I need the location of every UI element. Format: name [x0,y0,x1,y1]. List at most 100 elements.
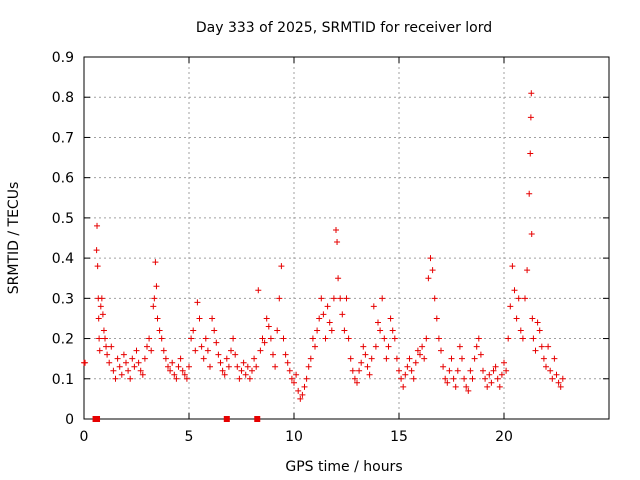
grid-lines [84,57,609,419]
data-point [221,371,228,378]
data-point [146,335,153,342]
data-point [314,327,321,334]
data-point [465,387,472,394]
data-point [217,359,224,366]
data-point [188,335,195,342]
data-point [209,315,216,322]
data-point [303,375,310,382]
data-point [398,375,405,382]
data-point [139,371,146,378]
data-point [488,379,495,386]
data-point [540,355,547,362]
data-point [446,367,453,374]
data-point [529,315,536,322]
axis-ticks [83,56,609,420]
data-point [450,375,457,382]
data-point [156,327,163,334]
data-point [507,303,514,310]
data-point [190,327,197,334]
data-point [527,114,534,121]
data-point [532,347,539,354]
data-point [406,355,413,362]
data-point [490,367,497,374]
data-point [391,335,398,342]
data-point [244,363,251,370]
data-point [427,255,434,262]
data-point [175,363,182,370]
data-point [153,283,160,290]
data-point [265,323,272,330]
data-point [324,303,331,310]
data-point [240,359,247,366]
data-point [389,327,396,334]
data-point [404,363,411,370]
data-point [496,383,503,390]
data-point [375,319,381,326]
data-point [173,375,180,382]
data-point [557,383,564,390]
data-point [423,335,430,342]
data-point [150,303,157,310]
data-point [272,363,279,370]
data-point [553,371,560,378]
data-point [400,383,407,390]
data-point [120,351,127,358]
data-point [444,379,451,386]
data-point [183,375,190,382]
data-point [152,259,159,266]
data-point [200,355,207,362]
data-point [347,355,354,362]
data-point [335,275,342,282]
data-point [545,343,552,350]
data-point [333,226,339,233]
data-point [440,363,447,370]
data-point [349,367,356,374]
data-point [318,295,325,302]
data-point [95,315,102,322]
data-point [372,343,379,350]
data-point [270,351,276,358]
data-point [232,351,239,358]
data-point [501,359,507,366]
data-point [295,387,302,394]
data-point [543,363,549,370]
data-point [492,363,499,370]
data-point [360,343,367,350]
data-point [328,327,335,334]
data-point [257,347,264,354]
data-point [334,239,341,246]
data-point [102,335,108,342]
data-point [448,355,455,362]
data-point [242,371,249,378]
data-point [385,343,392,350]
data-point [503,367,510,374]
x-tick-label: 0 [80,429,89,445]
data-point [511,287,518,294]
data-point [456,343,463,350]
data-point [288,375,295,382]
data-point [125,367,132,374]
data-point [151,295,158,302]
data-point [527,150,534,157]
data-point [515,295,522,302]
data-point [106,359,113,366]
data-point [97,303,104,310]
data-point [326,319,333,326]
data-point [528,230,535,237]
data-point [370,303,377,310]
y-tick-label: 0.1 [52,372,74,388]
y-tick-label: 0 [65,412,74,428]
data-point [280,335,287,342]
data-point [299,391,306,398]
y-tick-label: 0.7 [52,130,74,146]
data-point [305,363,312,370]
y-axis-title: SRMTID / TECUs [6,182,22,295]
y-tick-label: 0.5 [52,211,74,227]
data-point [379,295,386,302]
data-point [498,371,505,378]
y-tick-label: 0.3 [52,291,74,307]
data-point [345,335,352,342]
data-point [94,222,101,229]
data-point [249,367,255,374]
